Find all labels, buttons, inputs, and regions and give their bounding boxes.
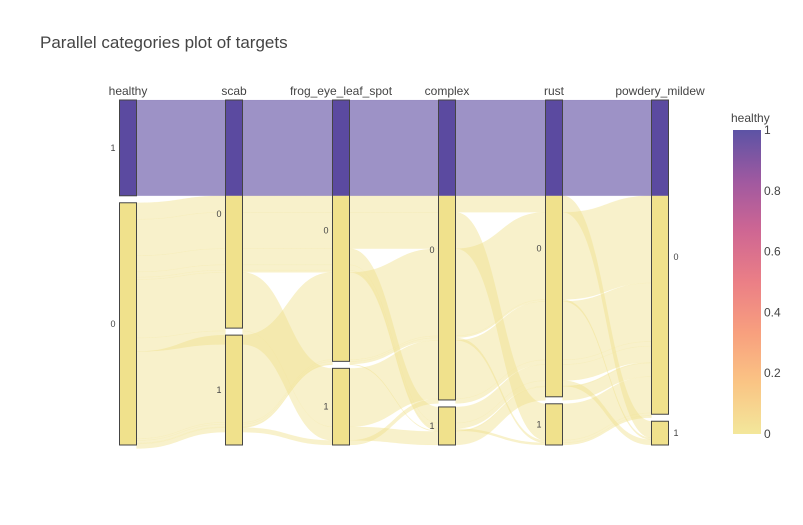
ribbon[interactable] [242, 264, 333, 271]
category-bar-outline [225, 334, 243, 446]
category-bar-outline [545, 403, 563, 446]
ribbon[interactable] [562, 99, 652, 197]
category-label: 0 [323, 226, 328, 236]
ribbon[interactable] [136, 272, 226, 339]
category-bar-healthy-segment [651, 100, 669, 196]
category-bar-outline [651, 420, 669, 446]
category-label: 0 [216, 209, 221, 219]
ribbon[interactable] [562, 415, 652, 446]
ribbon[interactable] [349, 398, 439, 446]
dimension-label[interactable]: powdery_mildew [615, 84, 705, 98]
ribbon[interactable] [242, 363, 333, 428]
ribbon[interactable] [242, 195, 333, 213]
category-bar-outline [438, 99, 456, 401]
ribbon[interactable] [455, 99, 546, 197]
category-bar-healthy-segment [545, 100, 563, 196]
dimension-label[interactable]: healthy [109, 84, 148, 98]
dimension-label[interactable]: frog_eye_leaf_spot [290, 84, 393, 98]
colorbar-tick-label: 0.8 [764, 184, 781, 198]
colorbar-tick-label: 1 [764, 123, 771, 137]
category-label: 1 [110, 143, 115, 153]
category-label: 1 [674, 428, 679, 438]
category-bar-outline [438, 406, 456, 446]
category-label: 0 [429, 245, 434, 255]
category-bar-outline [332, 99, 350, 362]
category-bar-outline [332, 367, 350, 446]
category-label: 1 [216, 385, 221, 395]
category-bar-outline [545, 99, 563, 398]
category-label: 1 [323, 402, 328, 412]
category-label: 1 [429, 421, 434, 431]
category-bar[interactable] [545, 403, 563, 445]
category-bar-outline [225, 99, 243, 329]
dimension-label[interactable]: complex [425, 84, 470, 98]
category-bars-layer [119, 99, 669, 446]
category-label: 0 [536, 243, 541, 253]
category-bar-healthy-segment [225, 100, 243, 196]
colorbar-gradient [733, 130, 761, 434]
dimension-label[interactable]: scab [221, 84, 247, 98]
ribbon[interactable] [349, 195, 439, 213]
colorbar-tick-label: 0 [764, 427, 771, 441]
category-bar[interactable] [332, 368, 350, 445]
category-bar-outline [119, 99, 137, 197]
ribbon[interactable] [242, 269, 333, 273]
colorbar-title: healthy [731, 111, 770, 125]
ribbon[interactable] [242, 248, 333, 266]
ribbon[interactable] [455, 386, 546, 446]
category-bar-outline [651, 99, 669, 415]
category-bar[interactable] [651, 421, 669, 445]
category-bar[interactable] [225, 335, 243, 445]
category-bar-healthy-segment [438, 100, 456, 196]
colorbar-tick-label: 0.4 [764, 305, 781, 319]
ribbon[interactable] [455, 195, 546, 213]
ribbon[interactable] [562, 412, 652, 444]
category-label: 1 [536, 419, 541, 429]
labels-layer: 1 0 healthy 0 1 scab 0 1 frog_eye_leaf_spot 0 1 com… [109, 84, 705, 438]
ribbon[interactable] [349, 99, 439, 197]
ribbon[interactable] [242, 361, 333, 428]
category-bar-healthy-segment [332, 100, 350, 196]
ribbon[interactable] [349, 212, 439, 249]
ribbons-layer [136, 99, 652, 449]
category-label: 0 [110, 319, 115, 329]
ribbon[interactable] [136, 99, 226, 197]
chart-title: Parallel categories plot of targets [40, 33, 288, 52]
category-bar[interactable] [438, 406, 456, 445]
ribbon[interactable] [242, 212, 333, 249]
dimension-label[interactable]: rust [544, 84, 565, 98]
category-bar-healthy-segment [119, 100, 137, 196]
ribbon[interactable] [242, 99, 333, 197]
colorbar: healthy 1 0.8 0.6 0.4 0.2 0 [731, 111, 781, 441]
colorbar-tick-label: 0.6 [764, 245, 781, 259]
category-bar[interactable] [119, 202, 137, 445]
category-bar-outline [119, 202, 137, 446]
category-label: 0 [674, 252, 679, 262]
colorbar-tick-label: 0.2 [764, 366, 781, 380]
